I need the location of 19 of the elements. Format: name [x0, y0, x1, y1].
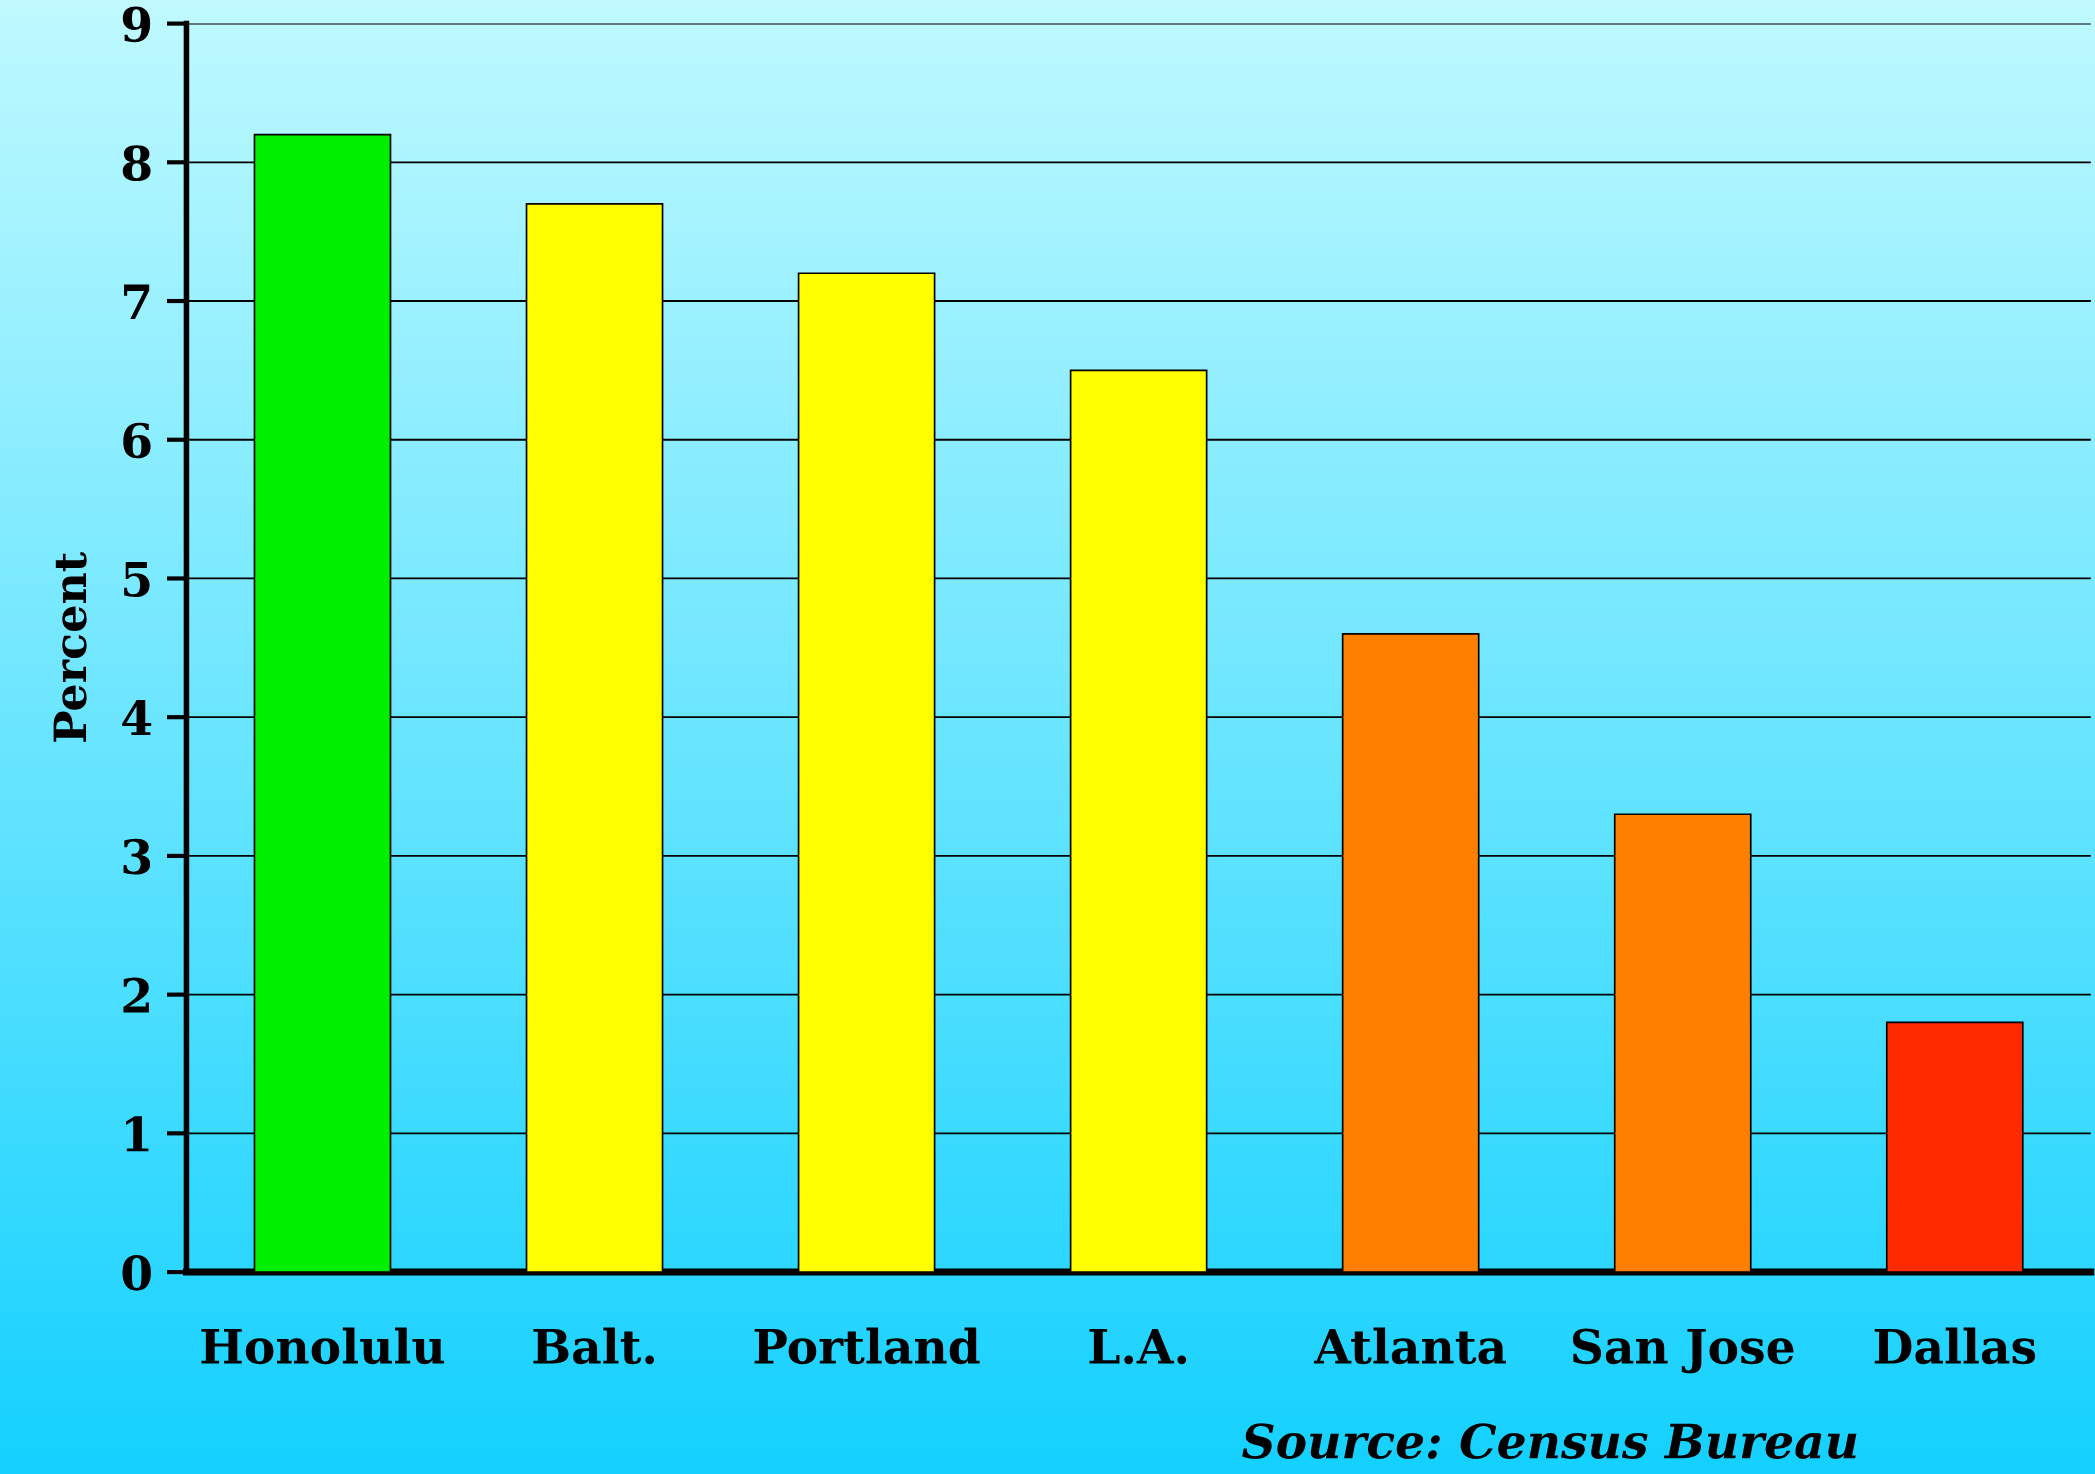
- y-tick-label: 2: [123, 977, 149, 1013]
- x-tick-label: Dallas: [1874, 1327, 2036, 1365]
- x-tick-label: L.A.: [1089, 1329, 1187, 1365]
- y-tick-label: 6: [123, 422, 151, 459]
- y-axis-title: Percent: [53, 551, 87, 742]
- y-tick-label: 0: [122, 1254, 151, 1291]
- x-tick-label: Atlanta: [1313, 1327, 1507, 1365]
- y-tick-label: 8: [122, 145, 151, 181]
- y-tick-label: 5: [124, 561, 150, 598]
- y-tick-label: 1: [126, 1116, 149, 1152]
- x-tick-label: Portland: [754, 1327, 980, 1365]
- y-tick-label: 4: [122, 700, 152, 736]
- x-tick-label: Honolulu: [201, 1327, 445, 1365]
- y-tick-label: 3: [123, 838, 151, 875]
- x-tick-label: Balt.: [533, 1327, 655, 1365]
- source-note: Source: Census Bureau: [1242, 1423, 1857, 1459]
- y-tick-label: 9: [122, 6, 151, 43]
- y-tick-label: 7: [124, 284, 150, 319]
- x-tick-label: San Jose: [1572, 1328, 1794, 1374]
